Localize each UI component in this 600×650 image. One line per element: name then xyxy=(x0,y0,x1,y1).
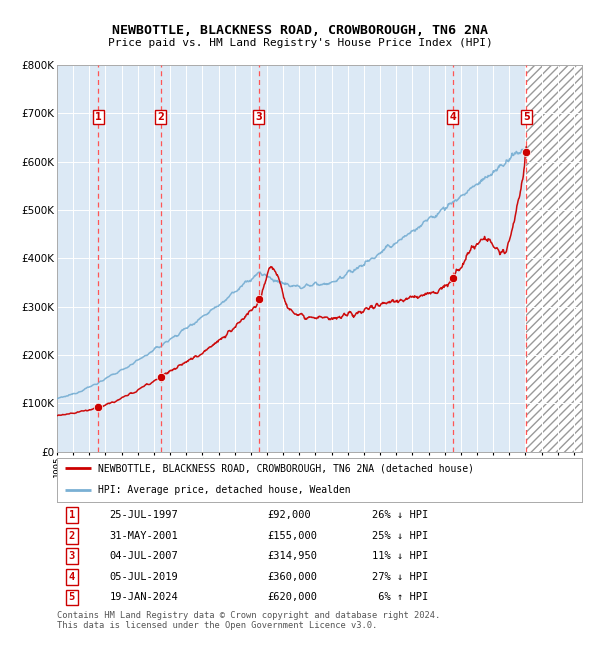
Text: 27% ↓ HPI: 27% ↓ HPI xyxy=(372,572,428,582)
Text: 25% ↓ HPI: 25% ↓ HPI xyxy=(372,531,428,541)
Text: 4: 4 xyxy=(449,112,456,122)
Text: 2: 2 xyxy=(157,112,164,122)
Text: 19-JAN-2024: 19-JAN-2024 xyxy=(110,593,178,603)
Text: £360,000: £360,000 xyxy=(267,572,317,582)
Text: NEWBOTTLE, BLACKNESS ROAD, CROWBOROUGH, TN6 2NA: NEWBOTTLE, BLACKNESS ROAD, CROWBOROUGH, … xyxy=(112,24,488,37)
Text: 1: 1 xyxy=(68,510,75,520)
Text: £155,000: £155,000 xyxy=(267,531,317,541)
Text: 3: 3 xyxy=(256,112,262,122)
Bar xyxy=(526,65,582,452)
Text: Contains HM Land Registry data © Crown copyright and database right 2024.
This d: Contains HM Land Registry data © Crown c… xyxy=(57,611,440,630)
Text: 5: 5 xyxy=(68,593,75,603)
Text: 6% ↑ HPI: 6% ↑ HPI xyxy=(372,593,428,603)
Text: NEWBOTTLE, BLACKNESS ROAD, CROWBOROUGH, TN6 2NA (detached house): NEWBOTTLE, BLACKNESS ROAD, CROWBOROUGH, … xyxy=(98,463,474,473)
Text: 26% ↓ HPI: 26% ↓ HPI xyxy=(372,510,428,520)
Text: 4: 4 xyxy=(68,572,75,582)
Text: 05-JUL-2019: 05-JUL-2019 xyxy=(110,572,178,582)
Text: HPI: Average price, detached house, Wealden: HPI: Average price, detached house, Weal… xyxy=(98,486,350,495)
Text: £92,000: £92,000 xyxy=(267,510,311,520)
Text: 2: 2 xyxy=(68,531,75,541)
Text: Price paid vs. HM Land Registry's House Price Index (HPI): Price paid vs. HM Land Registry's House … xyxy=(107,38,493,47)
Text: £314,950: £314,950 xyxy=(267,551,317,562)
Text: 25-JUL-1997: 25-JUL-1997 xyxy=(110,510,178,520)
Text: 3: 3 xyxy=(68,551,75,562)
Text: 1: 1 xyxy=(95,112,102,122)
Text: 11% ↓ HPI: 11% ↓ HPI xyxy=(372,551,428,562)
Text: 5: 5 xyxy=(523,112,530,122)
Text: £620,000: £620,000 xyxy=(267,593,317,603)
Bar xyxy=(526,65,582,452)
Text: 31-MAY-2001: 31-MAY-2001 xyxy=(110,531,178,541)
Text: 04-JUL-2007: 04-JUL-2007 xyxy=(110,551,178,562)
